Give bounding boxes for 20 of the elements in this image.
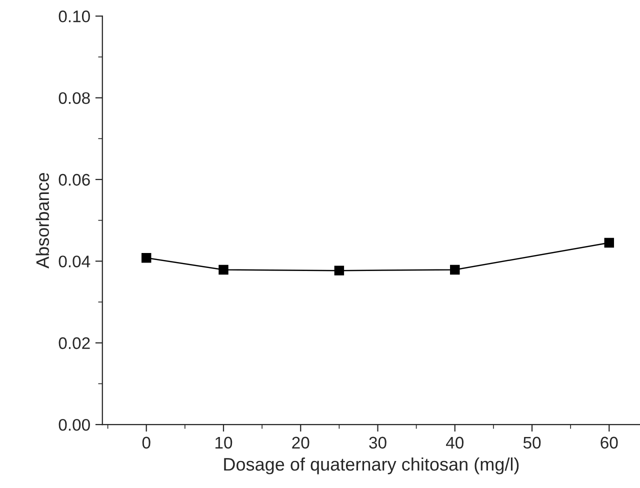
x-tick-label: 0 [142, 436, 150, 449]
y-tick-label: 0.10 [58, 10, 90, 22]
y-tick-label: 0.08 [58, 92, 90, 104]
y-axis-title: Absorbance [36, 172, 50, 268]
y-tick-label: 0.04 [58, 256, 90, 268]
x-tick-label: 10 [216, 436, 232, 449]
y-tick-label: 0.06 [58, 174, 90, 186]
point [218, 264, 228, 275]
x-tick-label: 40 [446, 436, 464, 449]
point [334, 266, 344, 276]
y-tick-label: 0.02 [58, 337, 90, 350]
point [604, 238, 614, 248]
x-tick-label: 60 [600, 436, 618, 449]
x-tick-label: 30 [369, 436, 386, 449]
point [142, 253, 152, 263]
x-tick-label: 50 [523, 436, 541, 449]
y-tick-label: 0.00 [58, 418, 90, 431]
x-axis-title: Dosage of quaternary chitosan (mg/l) [224, 457, 519, 474]
point [450, 264, 460, 275]
x-tick-label: 20 [292, 436, 310, 449]
